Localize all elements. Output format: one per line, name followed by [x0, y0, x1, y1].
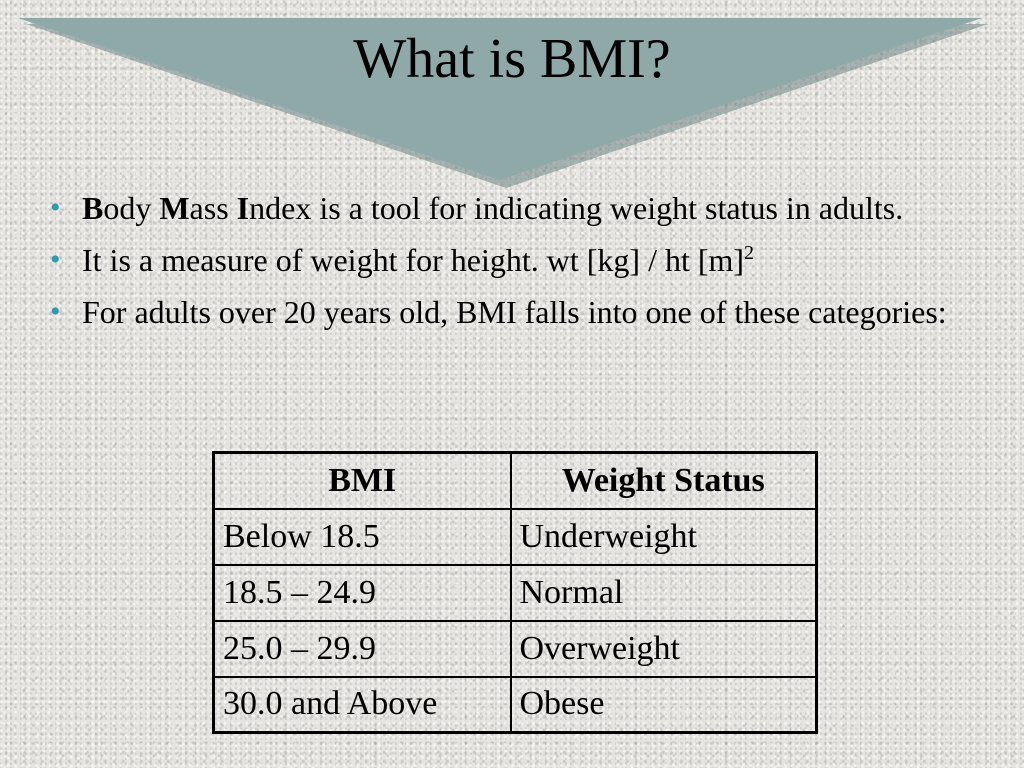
bullet-item-definition: • Body Mass Index is a tool for indicatin…: [42, 186, 992, 230]
bullet-item-formula: • It is a measure of weight for height. w…: [42, 238, 992, 282]
bullet-dot-icon: •: [50, 295, 61, 328]
table-cell-bmi: 30.0 and Above: [212, 675, 512, 734]
bullet-text: ass: [189, 190, 237, 226]
bullet-list: • Body Mass Index is a tool for indicatin…: [42, 186, 992, 342]
bullet-text: ody: [103, 190, 160, 226]
bullet-bold-letter: B: [82, 190, 104, 226]
table-cell-status: Obese: [509, 675, 818, 734]
table-cell-bmi: 18.5 – 24.9: [212, 563, 512, 622]
superscript: 2: [744, 242, 755, 264]
table-header-bmi: BMI: [212, 451, 512, 510]
bullet-item-categories: • For adults over 20 years old, BMI falls…: [42, 290, 992, 334]
table-row: 30.0 and Above Obese: [212, 675, 818, 734]
table-row: 25.0 – 29.9 Overweight: [212, 619, 818, 678]
table-row: Below 18.5 Underweight: [212, 507, 818, 566]
table-cell-bmi: 25.0 – 29.9: [212, 619, 512, 678]
table-header-row: BMI Weight Status: [212, 451, 818, 510]
slide-title: What is BMI?: [353, 28, 671, 90]
bullet-text: It is a measure of weight for height. wt…: [82, 242, 745, 278]
table-cell-status: Normal: [509, 563, 818, 622]
table-row: 18.5 – 24.9 Normal: [212, 563, 818, 622]
title-banner-shape: [18, 18, 982, 180]
bullet-text: For adults over 20 years old, BMI falls …: [82, 294, 947, 330]
table-header-weight-status: Weight Status: [509, 451, 818, 510]
bullet-dot-icon: •: [50, 243, 61, 276]
table-cell-bmi: Below 18.5: [212, 507, 512, 566]
bullet-bold-letter: M: [159, 190, 190, 226]
bmi-table: BMI Weight Status Below 18.5 Underweight…: [212, 451, 818, 734]
table-cell-status: Overweight: [509, 619, 818, 678]
bullet-dot-icon: •: [50, 191, 61, 224]
bullet-bold-letter: I: [236, 190, 250, 226]
table-cell-status: Underweight: [509, 507, 818, 566]
bullet-text: ndex is a tool for indicating weight sta…: [249, 190, 904, 226]
title-banner: [18, 18, 988, 188]
